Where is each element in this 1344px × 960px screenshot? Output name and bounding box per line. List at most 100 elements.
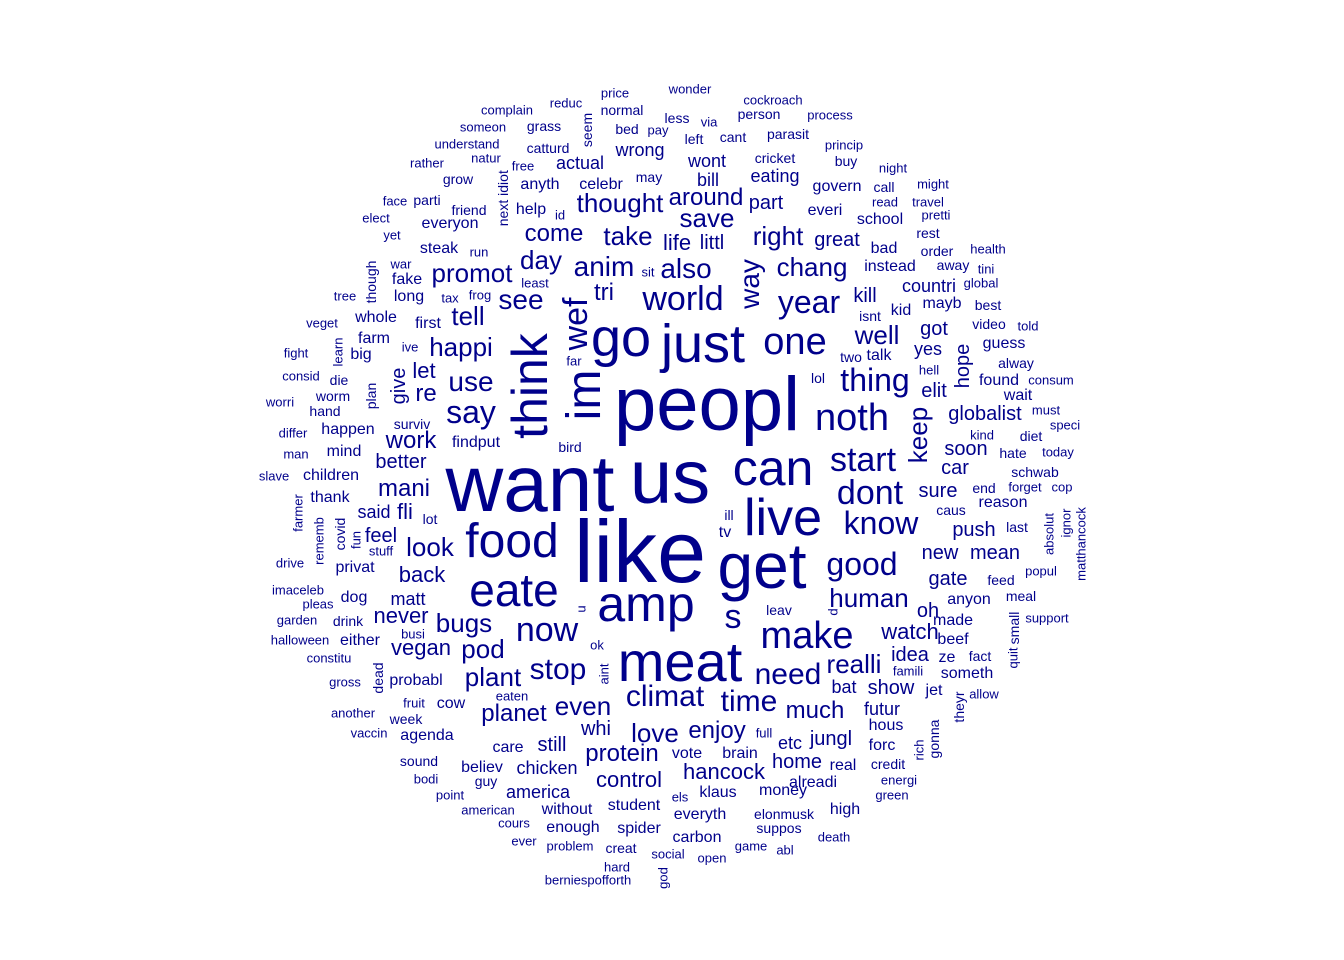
word: brain bbox=[722, 745, 758, 762]
word: planet bbox=[481, 700, 547, 727]
word: problem bbox=[546, 838, 594, 854]
word: think bbox=[502, 333, 558, 439]
word: great bbox=[814, 229, 860, 251]
word: everyth bbox=[673, 806, 727, 823]
word: let bbox=[412, 358, 436, 383]
word: first bbox=[415, 315, 441, 332]
word: princip bbox=[824, 137, 864, 153]
word: normal bbox=[600, 102, 644, 118]
word: chicken bbox=[516, 758, 578, 778]
word: natur bbox=[471, 150, 501, 166]
word: bad bbox=[870, 240, 898, 257]
word: plant bbox=[464, 662, 522, 692]
word: re bbox=[415, 380, 437, 407]
word: want bbox=[445, 439, 615, 528]
word: ive bbox=[401, 339, 419, 355]
word: d bbox=[825, 608, 841, 616]
word: best bbox=[974, 297, 1002, 313]
word: world bbox=[642, 280, 724, 318]
word: stop bbox=[529, 653, 587, 686]
word: consid bbox=[282, 368, 320, 384]
word: wont bbox=[687, 151, 727, 171]
word: one bbox=[763, 321, 827, 363]
word: u bbox=[573, 605, 589, 613]
word: might bbox=[917, 176, 949, 192]
word: go bbox=[590, 308, 652, 368]
word: day bbox=[520, 245, 562, 275]
word: us bbox=[629, 435, 711, 520]
word: far bbox=[566, 353, 582, 369]
word: just bbox=[660, 314, 746, 374]
word: klaus bbox=[699, 784, 737, 801]
word: less bbox=[664, 110, 690, 126]
word: order bbox=[920, 243, 954, 259]
word: rather bbox=[410, 155, 444, 171]
word: without bbox=[541, 801, 593, 818]
word: today bbox=[1042, 444, 1074, 460]
word: consum bbox=[1028, 372, 1074, 388]
word: protein bbox=[585, 740, 659, 767]
word: parasit bbox=[766, 126, 810, 142]
word: fli bbox=[397, 499, 413, 524]
word: alway bbox=[998, 355, 1034, 371]
word: pretti bbox=[921, 207, 951, 223]
word: small bbox=[1006, 611, 1022, 645]
word: long bbox=[393, 288, 425, 305]
word: dog bbox=[340, 589, 368, 606]
word: fight bbox=[283, 345, 309, 361]
word: dead bbox=[370, 662, 386, 694]
word: halloween bbox=[270, 632, 330, 648]
word: plan bbox=[363, 382, 379, 410]
word: im bbox=[558, 369, 611, 421]
word: still bbox=[537, 734, 567, 756]
word: least bbox=[521, 275, 549, 291]
word: read bbox=[871, 194, 899, 210]
word: fact bbox=[968, 648, 992, 664]
word: life bbox=[662, 230, 692, 255]
word: worm bbox=[315, 388, 351, 404]
word: say bbox=[446, 394, 496, 430]
word: eate bbox=[469, 564, 559, 616]
word: bugs bbox=[435, 608, 493, 638]
word: lol bbox=[810, 370, 826, 386]
word: absolut bbox=[1041, 513, 1057, 555]
word: farm bbox=[358, 330, 390, 347]
word: kill bbox=[853, 285, 877, 307]
word: process bbox=[807, 107, 853, 123]
word: seem bbox=[579, 112, 595, 148]
word: death bbox=[817, 829, 851, 845]
word: full bbox=[755, 725, 773, 741]
word: travel bbox=[912, 194, 944, 210]
word: via bbox=[700, 114, 718, 130]
word: globalist bbox=[948, 403, 1022, 425]
word: surviv bbox=[393, 416, 431, 432]
word: steak bbox=[419, 240, 459, 257]
word: tree bbox=[333, 288, 357, 304]
word: come bbox=[524, 220, 584, 247]
word: school bbox=[856, 211, 904, 228]
word: children bbox=[302, 467, 360, 484]
word: anyth bbox=[520, 176, 560, 193]
word: last bbox=[1006, 519, 1028, 535]
word: futur bbox=[863, 699, 901, 719]
word: littl bbox=[699, 232, 725, 254]
word: run bbox=[469, 244, 489, 260]
word: fruit bbox=[403, 695, 425, 711]
word: cow bbox=[436, 695, 466, 712]
word: use bbox=[448, 366, 494, 397]
word: human bbox=[829, 583, 909, 613]
word: see bbox=[498, 284, 544, 315]
word: ever bbox=[511, 833, 537, 849]
word: drink bbox=[332, 613, 364, 629]
word: dont bbox=[836, 474, 904, 512]
word: food bbox=[465, 515, 559, 568]
word: happen bbox=[321, 421, 375, 438]
word: buy bbox=[834, 153, 858, 169]
word: amp bbox=[597, 576, 695, 632]
word: peopl bbox=[614, 362, 800, 447]
word: show bbox=[867, 677, 915, 699]
word: better bbox=[375, 451, 427, 473]
word: vaccin bbox=[350, 725, 388, 741]
word: els bbox=[671, 789, 689, 805]
word: help bbox=[515, 201, 547, 218]
